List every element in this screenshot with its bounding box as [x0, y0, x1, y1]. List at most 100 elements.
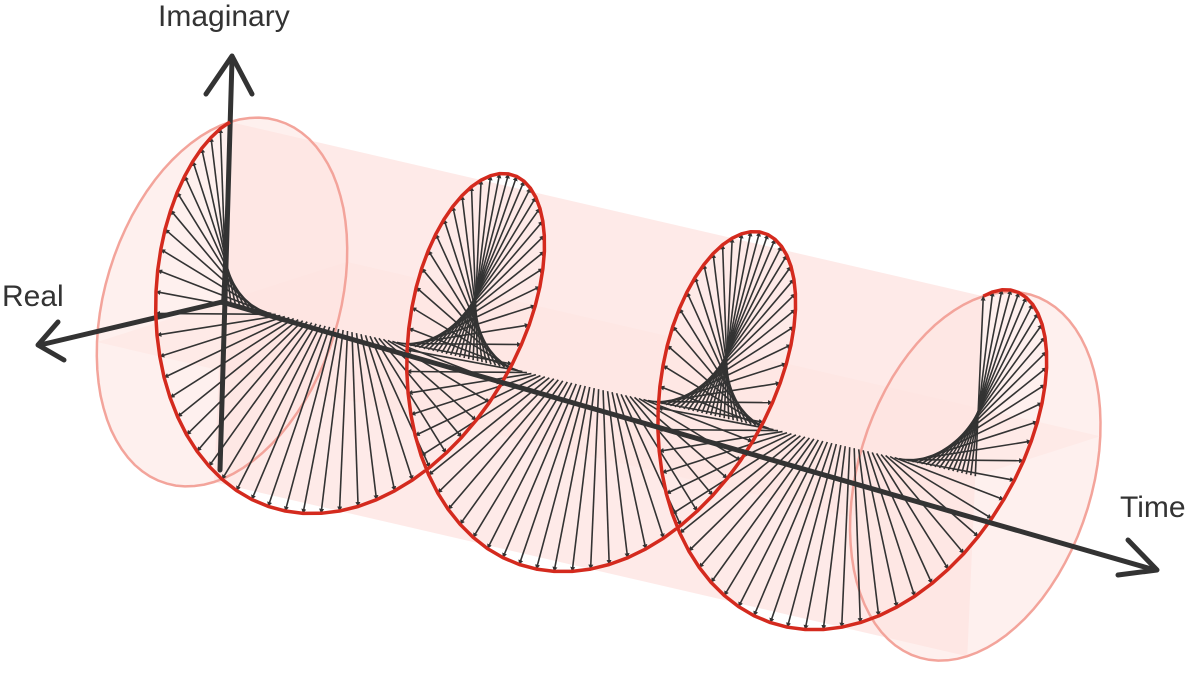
real-axis-arrowhead [35, 319, 67, 363]
phasor-arrow [200, 147, 237, 306]
phasor-arrow [408, 327, 519, 372]
phasor-arrow [437, 378, 555, 494]
phasor-arrow [672, 325, 757, 426]
phasor-arrow [472, 381, 568, 538]
phasor-arrow [938, 323, 1043, 469]
phasor-arrow [698, 437, 811, 569]
phasor-arrow [671, 434, 797, 515]
phasor-arrow [218, 128, 228, 304]
phasor-arrow [658, 430, 783, 453]
cylinder-end-ellipse [848, 290, 1102, 662]
phasor-arrow [156, 314, 281, 337]
phasor-arrow [889, 455, 993, 520]
phasor-arrow [428, 377, 550, 476]
phasor-arrow [665, 432, 792, 495]
phasor-arrow [418, 267, 544, 349]
phasor-arrow [410, 373, 537, 416]
phasor-arrow [606, 391, 630, 559]
phasor-arrow [702, 264, 739, 422]
phasor-arrow [894, 456, 1005, 501]
phasor-arrow [157, 269, 268, 314]
phasor-arrow [160, 248, 263, 312]
phasor-arrow [301, 328, 340, 514]
phasor-arrow [423, 250, 545, 350]
phasor-arrow [679, 435, 801, 534]
phasor-arrow [965, 289, 1004, 475]
phasor-arrow [406, 348, 523, 373]
phasor-arrow [871, 452, 933, 584]
phasor-arrow [688, 436, 806, 552]
helix-curve [153, 120, 1049, 632]
phasor-arrow [885, 454, 979, 538]
phasor-arrow [875, 452, 949, 570]
phasor-arrow [337, 330, 349, 512]
phasor-arrow [952, 296, 1027, 472]
phasor-arrow [866, 451, 916, 597]
phasor-arrow [221, 121, 233, 303]
phasor-arrow [662, 364, 765, 429]
phasor-arrow [360, 334, 397, 492]
phasor-arrow [209, 137, 232, 305]
time-axis-group [219, 299, 1160, 578]
phasor-arrow [687, 265, 792, 411]
phasor-arrow [169, 317, 295, 399]
phasor-arrow [407, 372, 532, 395]
phasor-arrow [284, 327, 335, 512]
phasor-arrow [974, 295, 986, 477]
phasor-arrow [723, 439, 819, 596]
phasor-arrow [170, 209, 255, 310]
phasor-arrow [472, 179, 484, 361]
phasor-arrow [659, 385, 770, 430]
cylinder-envelope [95, 116, 1102, 662]
phasor-arrow [624, 394, 698, 512]
phasor-arrow [611, 392, 648, 550]
phasor-arrow [929, 351, 1048, 467]
real-axis [37, 299, 225, 348]
phasor-arrow [251, 325, 326, 500]
phasor-arrow [633, 396, 728, 480]
phasor-arrow [421, 267, 506, 368]
phasor-arrow [925, 366, 1048, 466]
phasor-arrow [552, 386, 591, 572]
phasor-arrow [451, 206, 488, 364]
phasor-arrow [459, 380, 564, 525]
phasor-arrow [666, 344, 761, 428]
phasor-arrow [956, 292, 1020, 473]
phasor-arrow [947, 303, 1034, 471]
phasor-arrows [155, 121, 1048, 630]
phasor-arrow [177, 318, 299, 418]
phasor-arrow [486, 382, 573, 550]
phasor-arrow [669, 326, 795, 407]
phasor-arrow [235, 324, 322, 491]
phasor-arrow [839, 447, 851, 628]
phasor-arrow [934, 336, 1046, 468]
phasor-arrow [961, 289, 1012, 474]
phasor-arrow [821, 446, 846, 630]
phasor-arrow [518, 384, 582, 565]
phasor-arrow [709, 231, 761, 416]
phasor-arrow [364, 334, 414, 481]
phasor-arrow [351, 332, 361, 507]
phasor-arrow [674, 308, 797, 408]
phasor-arrow [460, 195, 483, 363]
phasor-arrow [415, 286, 510, 370]
phasor-arrow [970, 291, 995, 476]
phasor-arrow [943, 312, 1039, 470]
phasor-arrow [411, 306, 514, 371]
phasor-arrow [449, 180, 525, 356]
phasor-arrow [378, 337, 463, 438]
phasor-arrow [629, 395, 714, 496]
phasor-arrow [661, 431, 788, 474]
phasor-arrow [441, 196, 537, 354]
phasor-arrow [196, 321, 308, 452]
phasor-arrow [454, 175, 518, 357]
phasor-arrow [373, 336, 447, 454]
phasor-arrow [163, 316, 290, 379]
phasor-arrow [570, 388, 595, 572]
phasor-arrow [432, 220, 544, 352]
phasor-arrow [469, 186, 479, 362]
phasor-arrow [692, 254, 788, 412]
phasor-arrow [355, 333, 379, 501]
